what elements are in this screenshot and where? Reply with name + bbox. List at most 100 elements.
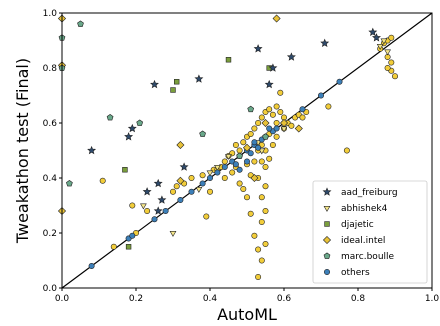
data-point: [277, 109, 284, 116]
data-point: [277, 89, 284, 96]
legend: aad_freiburg abhishek4 djajetic ideal.intel…: [312, 180, 428, 284]
data-point: [251, 232, 258, 239]
data-point: [251, 158, 258, 165]
data-point: [388, 34, 395, 41]
data-point: [221, 158, 228, 165]
data-point: [244, 194, 251, 201]
data-point: [343, 147, 350, 154]
data-point: [169, 231, 177, 237]
legend-box: [312, 180, 428, 284]
data-point: [177, 197, 184, 204]
data-point: [266, 125, 273, 132]
data-point: [236, 180, 243, 187]
data-point: [299, 106, 306, 113]
data-point: [258, 194, 265, 201]
y-tick-label: 0.4: [43, 174, 58, 184]
data-point: [255, 120, 262, 127]
data-point: [176, 176, 185, 185]
data-point: [279, 118, 289, 128]
y-tick-label: 0.2: [43, 229, 57, 239]
data-point: [110, 243, 117, 250]
data-point: [250, 173, 259, 183]
series-aad_freiburg: [87, 27, 381, 215]
legend-label: others: [341, 268, 370, 278]
data-point: [266, 155, 273, 162]
legend-item: marc.boulle: [323, 252, 395, 262]
y-tick-label: 1.0: [43, 9, 58, 19]
legend-marker: [323, 252, 331, 259]
data-point: [221, 164, 228, 171]
x-tick-label: 0.6: [277, 294, 292, 304]
data-point: [372, 33, 381, 42]
data-point: [236, 152, 243, 159]
series-others: [88, 78, 343, 269]
legend-marker: [322, 235, 332, 245]
data-point: [206, 170, 214, 177]
data-point: [188, 188, 195, 195]
x-tick-label: 0.4: [203, 294, 218, 304]
legend-item: others: [323, 268, 370, 278]
data-point: [87, 145, 97, 155]
legend-label: marc.boulle: [341, 252, 395, 262]
data-point: [242, 143, 252, 152]
legend-marker: [324, 221, 330, 227]
data-point: [142, 187, 152, 196]
data-point: [258, 114, 265, 121]
data-point: [273, 133, 280, 140]
data-point: [144, 208, 151, 215]
data-point: [268, 63, 278, 72]
data-point: [207, 175, 214, 182]
data-point: [77, 20, 84, 27]
data-point: [380, 38, 388, 45]
data-point: [88, 262, 95, 269]
data-point: [129, 232, 136, 239]
legend-label: djajetic: [341, 220, 374, 230]
data-point: [207, 188, 214, 195]
data-point: [225, 57, 232, 63]
data-point: [384, 49, 391, 56]
y-tick-label: 0.8: [43, 64, 58, 74]
data-point: [162, 208, 169, 215]
data-point: [255, 273, 262, 280]
data-point: [273, 103, 280, 110]
data-point: [294, 124, 303, 133]
data-point: [258, 219, 265, 226]
data-point: [244, 158, 251, 165]
x-axis-ticks: 0.0 0.2 0.4 0.6 0.8 1.0: [55, 288, 439, 304]
data-point: [232, 142, 239, 149]
legend-label: ideal.intel: [341, 236, 385, 246]
data-point: [150, 79, 159, 89]
data-point: [288, 122, 295, 129]
data-point: [214, 165, 221, 171]
data-point: [221, 175, 228, 182]
data-point: [214, 169, 221, 176]
data-point: [272, 14, 281, 23]
data-point: [174, 79, 180, 85]
data-point: [127, 123, 137, 133]
data-point: [194, 74, 204, 83]
data-point: [125, 244, 132, 250]
y-tick-label: 0.6: [43, 119, 58, 129]
data-point: [247, 210, 254, 217]
data-point: [199, 172, 206, 179]
data-point: [286, 52, 296, 61]
series-djajetic: [122, 57, 272, 250]
data-point: [262, 208, 269, 215]
data-point: [262, 183, 269, 190]
data-point: [325, 103, 332, 110]
data-point: [236, 166, 243, 173]
x-tick-label: 0.8: [351, 294, 366, 304]
data-point: [261, 118, 270, 128]
data-point: [173, 183, 180, 190]
data-point: [368, 27, 378, 37]
data-point: [179, 162, 189, 171]
data-point: [258, 148, 266, 155]
data-point: [247, 150, 254, 157]
data-point: [151, 216, 158, 223]
x-axis-label: AutoML: [217, 305, 277, 324]
data-point: [129, 202, 136, 209]
data-point: [124, 132, 134, 141]
data-point: [384, 65, 391, 72]
data-point: [203, 213, 210, 220]
legend-item: aad_freiburg: [322, 187, 398, 198]
